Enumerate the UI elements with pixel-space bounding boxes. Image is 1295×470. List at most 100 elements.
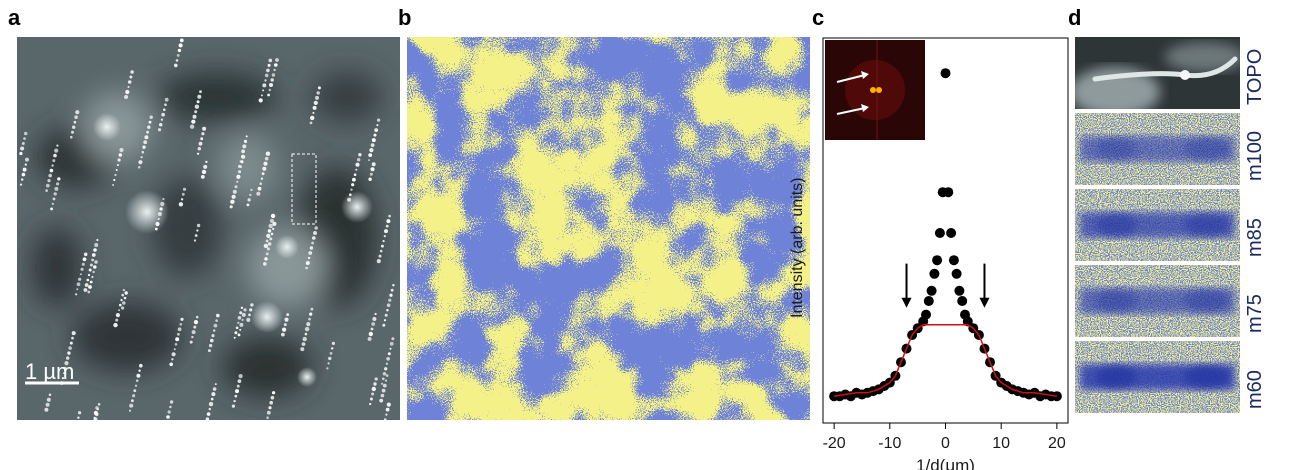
nanoparticle (197, 94, 202, 99)
strip-image-m100 (1075, 113, 1240, 185)
nanoparticle (161, 112, 165, 117)
nanoparticle (284, 317, 289, 322)
nanoparticle (371, 322, 376, 326)
nanoparticle (260, 94, 263, 97)
nanoparticle (140, 156, 143, 159)
nanoparticle (45, 189, 48, 192)
nanoparticle (113, 178, 116, 182)
nanoparticle (66, 356, 70, 360)
nanoparticle (130, 70, 134, 74)
data-point (943, 187, 954, 198)
nanoparticle (21, 172, 26, 177)
nanoparticle (331, 341, 335, 345)
nanoparticle (159, 123, 163, 127)
nanoparticle (201, 169, 207, 175)
nanoparticle (328, 356, 332, 361)
nanoparticle (88, 285, 92, 289)
nanoparticle (198, 141, 203, 146)
nanoparticle (305, 266, 308, 270)
nanoparticle (270, 213, 276, 219)
nanoparticle (119, 147, 124, 153)
nanoparticle (248, 313, 251, 317)
nanoparticle (312, 105, 317, 110)
nanoparticle (387, 352, 391, 356)
data-point (954, 285, 965, 296)
nanoparticle (95, 406, 99, 410)
nanoparticle (368, 153, 373, 157)
nanoparticle (270, 395, 275, 400)
nanoparticle (262, 166, 267, 171)
nanoparticle (89, 280, 93, 284)
nanoparticle (191, 330, 196, 335)
nanoparticle (357, 158, 361, 162)
panel-a-letter: a (8, 5, 21, 30)
nanoparticle (386, 309, 389, 312)
nanoparticle (196, 223, 201, 228)
nanoparticle (385, 362, 389, 365)
nanoparticle (155, 221, 160, 227)
nanoparticle (82, 257, 87, 262)
nanoparticle (205, 160, 208, 163)
nanoparticle (382, 240, 385, 243)
nanoparticle (139, 363, 143, 368)
nanoparticle (86, 278, 90, 282)
x-tick-label: -20 (823, 435, 846, 452)
nanoparticle (71, 336, 74, 340)
nanoparticle (265, 239, 269, 243)
nanoparticle (157, 217, 160, 221)
nanoparticle (268, 88, 271, 92)
nanoparticle (124, 95, 129, 99)
nanoparticle (379, 249, 383, 253)
nanoparticle (382, 383, 387, 388)
nanoparticle (169, 400, 174, 404)
nanoparticle (119, 303, 122, 307)
nanoparticle (368, 177, 372, 181)
nanoparticle (127, 80, 132, 84)
nanoparticle (274, 63, 278, 67)
nanoparticle (267, 63, 271, 67)
nanoparticle (241, 312, 246, 317)
nanoparticle (122, 301, 126, 305)
nanoparticle (194, 234, 198, 237)
nanoparticle (374, 312, 377, 316)
nanoparticle (385, 224, 389, 228)
nanoparticle (136, 373, 141, 378)
nanoparticle (349, 193, 352, 196)
nanoparticle (193, 320, 199, 325)
nanoparticle (180, 317, 184, 321)
nanoparticle (137, 165, 141, 169)
nanoparticle (311, 241, 314, 245)
nanoparticle (201, 132, 205, 136)
nanoparticle (177, 48, 182, 53)
nanoparticle (230, 199, 235, 204)
nanoparticle (195, 315, 199, 319)
nanoparticle (369, 402, 372, 406)
nanoparticle (355, 162, 360, 167)
nanoparticle (380, 244, 384, 248)
nanoparticle (256, 191, 261, 196)
nanoparticle (370, 167, 375, 172)
nanoparticle (196, 100, 200, 104)
strip-label-m85: m85 (1244, 218, 1266, 257)
data-point (962, 316, 973, 327)
nanoparticle (114, 173, 117, 177)
annotation-arrow-head (979, 297, 990, 308)
nanoparticle (91, 275, 94, 279)
nanoparticle (245, 135, 248, 138)
nanoparticle (383, 235, 386, 238)
nanoparticle (94, 260, 98, 264)
nanoparticle (93, 410, 98, 415)
nanoparticle (23, 137, 26, 140)
nanoparticle (309, 312, 313, 316)
nanoparticle (246, 203, 250, 207)
nanoparticle (239, 160, 242, 163)
nanoparticle (238, 164, 241, 168)
nanoparticle (63, 366, 67, 370)
nanoparticle (169, 362, 173, 367)
nanoparticle (87, 290, 91, 294)
nanoparticle (269, 83, 273, 87)
nanoparticle (316, 91, 320, 95)
nanoparticle (61, 377, 64, 380)
nanoparticle (374, 128, 379, 132)
nanoparticle (63, 372, 66, 375)
